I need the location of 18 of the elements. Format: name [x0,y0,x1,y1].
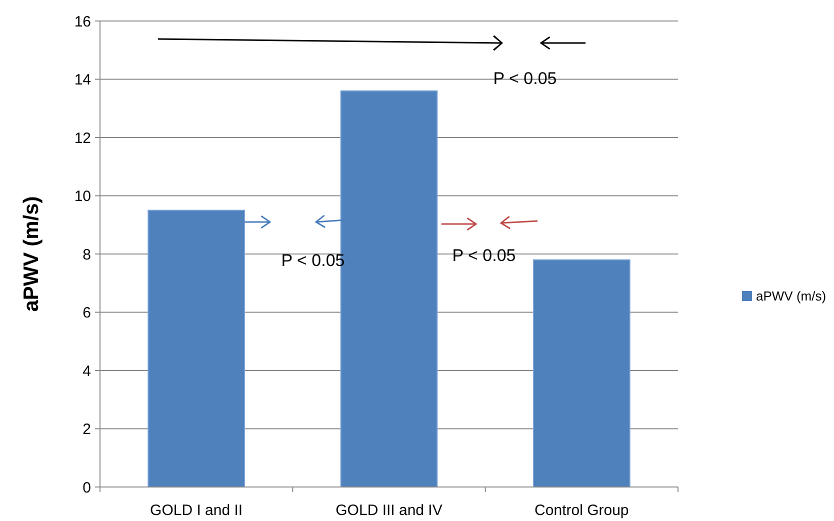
y-tick-label: 6 [82,304,91,322]
y-tick-label: 10 [74,188,91,205]
y-tick-label: 12 [74,130,91,147]
x-tick-label: GOLD III and IV [336,502,442,519]
y-tick-label: 16 [74,13,91,30]
legend-label: aPWV (m/s) [756,288,826,304]
y-tick-label: 4 [82,362,91,380]
annotation: P < 0.05 [452,246,516,265]
bar [533,259,630,488]
y-tick-label: 2 [82,421,91,438]
bar [148,210,245,488]
y-axis-title: aPWV (m/s) [20,196,43,312]
y-tick-label: 8 [82,246,91,264]
annotation: P < 0.05 [493,69,557,88]
x-tick-label: Control Group [534,502,629,519]
y-tick-label: 14 [74,72,91,88]
y-tick-label: 0 [82,479,91,496]
x-tick-label: GOLD I and II [150,502,243,519]
